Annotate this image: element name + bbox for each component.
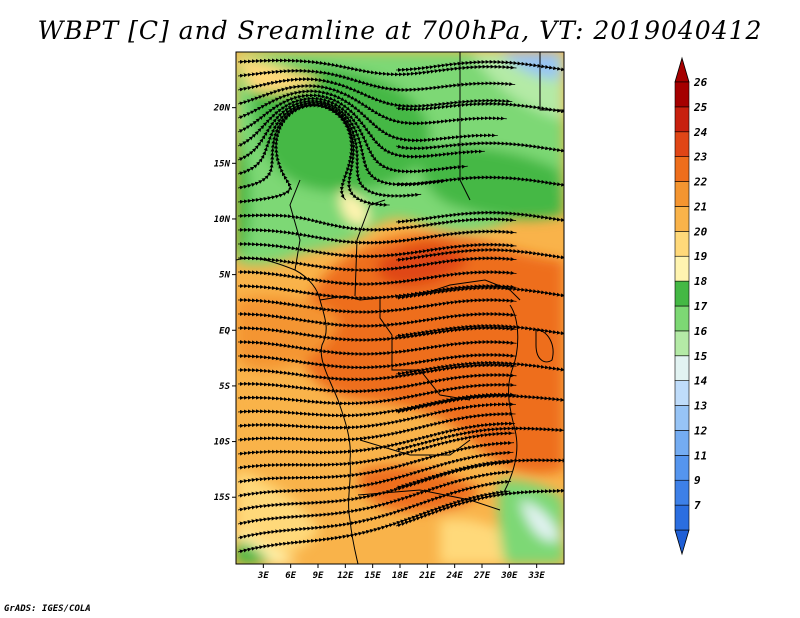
lon-tick-label: 27E	[473, 571, 491, 581]
colorbar-label: 21	[693, 200, 707, 213]
colorbar-segment	[674, 330, 690, 357]
colorbar-under-triangle	[674, 529, 690, 556]
streamline	[395, 59, 564, 72]
colorbar-segment	[674, 479, 690, 506]
colorbar-over-triangle	[674, 56, 690, 83]
lat-tick-label: 20N	[213, 104, 231, 114]
lon-tick-label: 6E	[285, 571, 296, 581]
political-boundaries	[236, 52, 564, 564]
colorbar-label: 17	[694, 300, 708, 313]
lat-tick-label: 5S	[219, 382, 230, 392]
streamline	[395, 101, 564, 114]
lat-tick-label: 5N	[219, 271, 230, 281]
lon-tick-label: 33E	[528, 571, 546, 581]
colorbar-label: 23	[693, 151, 708, 164]
colorbar-label: 13	[694, 400, 708, 413]
colorbar-label: 22	[693, 176, 708, 189]
colorbar-segment	[674, 430, 690, 456]
streamline	[395, 426, 564, 452]
streamline	[237, 103, 354, 204]
colorbar-label: 19	[694, 250, 708, 263]
streamlines	[237, 58, 564, 554]
streamline	[395, 393, 564, 414]
lon-tick-label: 24E	[446, 571, 464, 581]
colorbar-label: 14	[694, 375, 708, 388]
colorbar-segment	[674, 305, 690, 332]
streamline	[238, 311, 517, 329]
lon-tick-label: 30E	[500, 571, 518, 581]
colorbar-label: 15	[694, 350, 708, 363]
colorbar-segment	[674, 181, 690, 207]
colorbar-label: 20	[693, 225, 708, 238]
lat-tick-label: 15N	[214, 159, 231, 169]
streamline	[395, 488, 564, 528]
lon-tick-label: 21E	[418, 571, 436, 581]
streamline	[395, 247, 564, 262]
colorbar: 7 9 11 12 13 14 15 16 17 18 19 20 21 22 23 24 25 26	[674, 56, 708, 556]
lat-tick-label: 10S	[214, 438, 231, 448]
colorbar-label: 12	[694, 424, 708, 437]
colorbar-label: 18	[694, 275, 708, 288]
colorbar-label: 26	[693, 76, 708, 89]
streamline	[395, 360, 564, 376]
lon-tick-label: 12E	[337, 571, 354, 581]
colorbar-segment	[674, 455, 690, 481]
streamline	[238, 269, 517, 287]
colorbar-segment	[674, 131, 690, 157]
colorbar-segment	[674, 355, 690, 381]
colorbar-label: 24	[693, 126, 708, 139]
lat-tick-label: 15S	[214, 493, 231, 503]
lat-tick-label: EQ	[219, 326, 230, 336]
colorbar-segment	[674, 504, 690, 531]
grads-credit: GrADS: IGES/COLA	[4, 604, 91, 614]
chart-title: WBPT [C] and Sreamline at 700hPa, VT: 20…	[37, 16, 763, 45]
colorbar-segment	[674, 206, 690, 232]
lon-tick-label: 15E	[365, 571, 382, 581]
streamline	[395, 458, 564, 490]
colorbar-segment	[674, 231, 690, 257]
colorbar-segment	[674, 280, 690, 307]
streamline	[238, 297, 517, 315]
colorbar-label: 25	[693, 101, 708, 114]
colorbar-segment	[674, 156, 690, 182]
streamline	[395, 175, 564, 187]
colorbar-label: 11	[694, 449, 707, 462]
colorbar-segment	[674, 106, 690, 133]
latitude-axis: 20N 15N 10N 5N EQ 5S 10S 15S	[213, 104, 236, 503]
lon-tick-label: 9E	[313, 571, 324, 581]
lat-tick-label: 10N	[214, 215, 231, 225]
colorbar-label: 16	[694, 325, 708, 338]
colorbar-label: 7	[694, 499, 701, 512]
colorbar-segment	[674, 380, 690, 406]
streamline	[395, 285, 564, 300]
colorbar-segment	[674, 81, 690, 108]
streamline	[395, 141, 564, 153]
colorbar-segment	[674, 405, 690, 431]
lon-tick-label: 18E	[392, 571, 409, 581]
colorbar-label: 9	[694, 474, 701, 487]
streamline	[395, 210, 564, 224]
lon-tick-label: 3E	[257, 571, 269, 581]
longitude-axis: 3E 6E 9E 12E 15E 18E 21E 24E 27E 30E 33E	[257, 564, 545, 581]
colorbar-segment	[674, 255, 690, 282]
